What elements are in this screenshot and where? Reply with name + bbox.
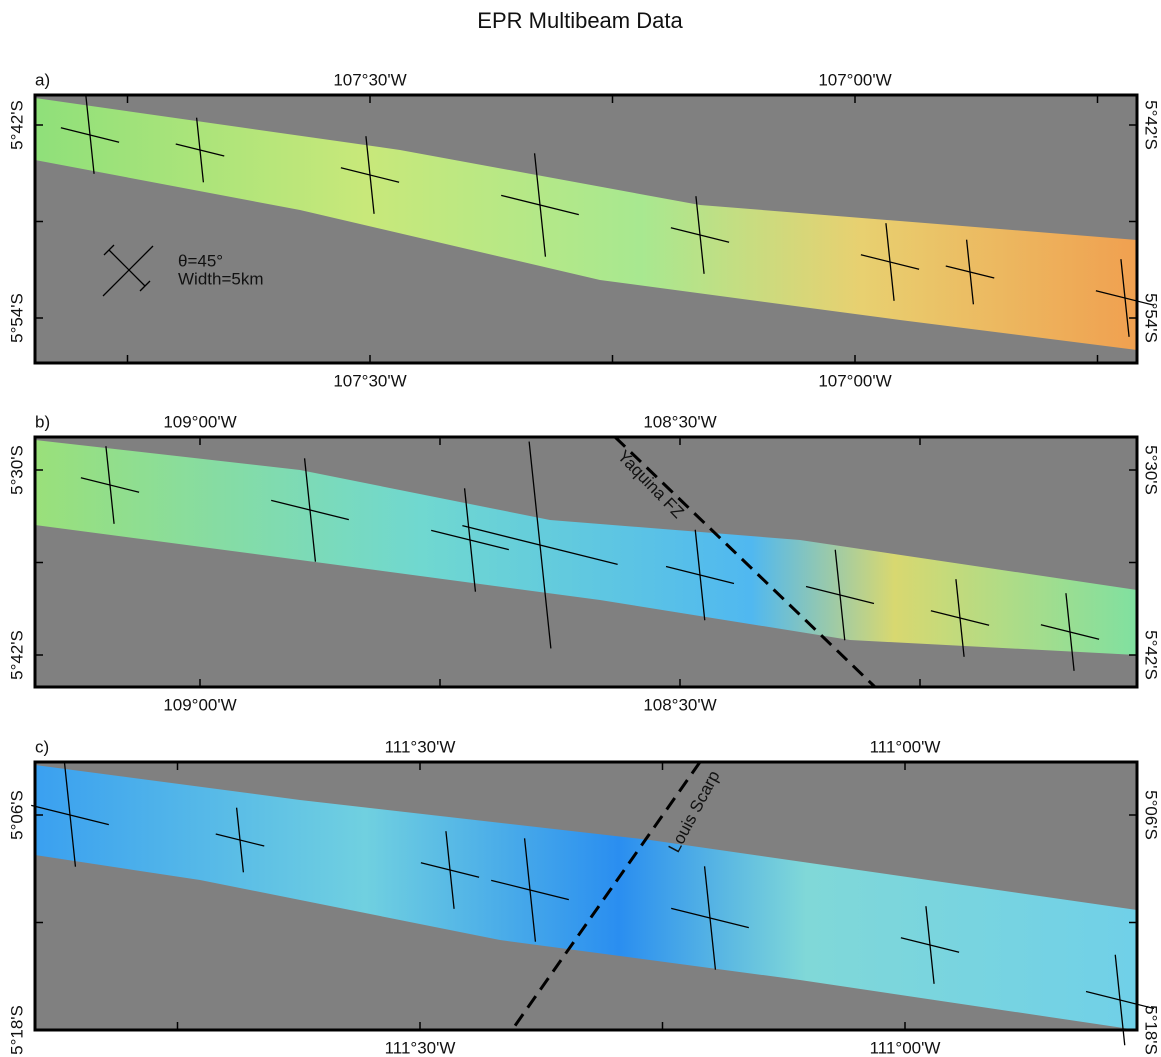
longitude-label: 111°30'W <box>385 1038 456 1057</box>
longitude-label: 111°00'W <box>870 1038 941 1057</box>
longitude-label: 107°00'W <box>818 371 891 390</box>
longitude-label: 107°00'W <box>818 70 891 89</box>
latitude-label: 5°54'S <box>1142 293 1161 343</box>
latitude-label: 5°42'S <box>1142 630 1161 680</box>
latitude-label: 5°06'S <box>7 790 26 840</box>
panel-label: b) <box>35 412 50 431</box>
longitude-label: 111°30'W <box>385 737 456 756</box>
map-panel: a) 107°30'W 107°30'W 107°00'W 107°00'W 5°42'S… <box>7 70 1161 390</box>
latitude-label: 5°30'S <box>7 445 26 495</box>
map-panel: Yaquina FZb)109°00'W109°00'W108°30'W108°… <box>7 412 1160 714</box>
latitude-label: 5°18'S <box>1142 1005 1161 1055</box>
longitude-label: 109°00'W <box>163 695 236 714</box>
longitude-label: 108°30'W <box>643 412 716 431</box>
latitude-label: 5°42'S <box>7 100 26 150</box>
panel-label: c) <box>35 737 49 756</box>
longitude-label: 107°30'W <box>333 371 406 390</box>
map-panel: Louis Scarpc)111°30'W111°30'W111°00'W111… <box>7 737 1161 1057</box>
panel-label: a) <box>35 70 50 89</box>
latitude-label: 5°18'S <box>7 1005 26 1055</box>
latitude-label: 5°54'S <box>7 293 26 343</box>
figure-title: EPR Multibeam Data <box>477 8 683 33</box>
latitude-label: 5°42'S <box>1142 100 1161 150</box>
legend-width: Width=5km <box>178 269 264 288</box>
figure: EPR Multibeam Data a) 107°30'W 107°30'W 107… <box>0 0 1161 1057</box>
latitude-label: 5°42'S <box>7 630 26 680</box>
latitude-label: 5°30'S <box>1142 445 1161 495</box>
longitude-label: 108°30'W <box>643 695 716 714</box>
longitude-label: 109°00'W <box>163 412 236 431</box>
latitude-label: 5°06'S <box>1142 790 1161 840</box>
legend-angle: θ=45° <box>178 251 223 270</box>
longitude-label: 107°30'W <box>333 70 406 89</box>
longitude-label: 111°00'W <box>870 737 941 756</box>
